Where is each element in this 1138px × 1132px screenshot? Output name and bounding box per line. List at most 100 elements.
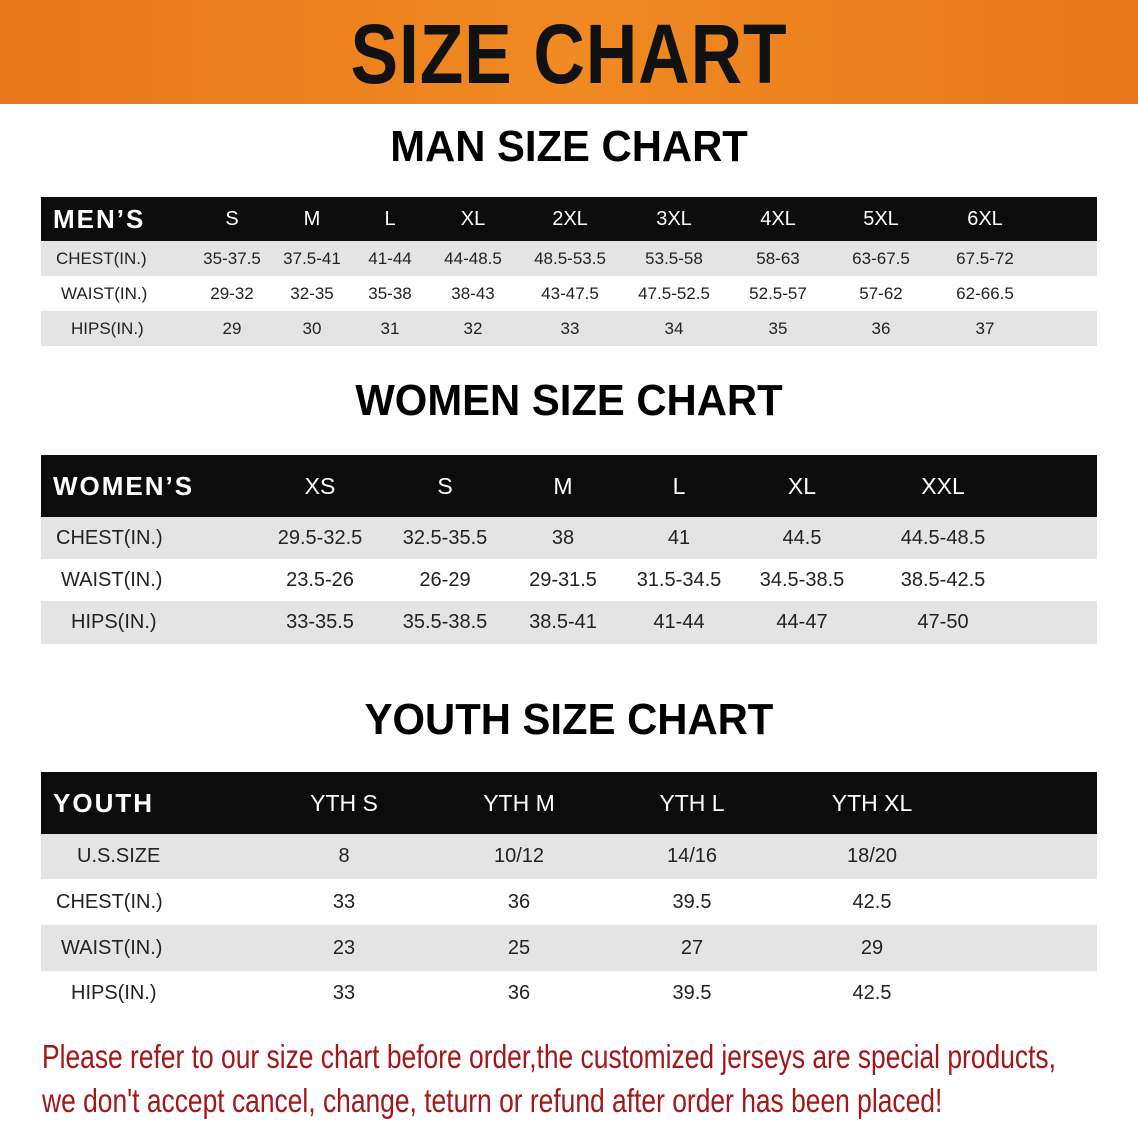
youth-section-title: YOUTH SIZE CHART [364,695,774,744]
youth-row-hipsin: HIPS(IN.) 33 36 39.5 42.5 [41,971,1097,1016]
policy-note-line-1: Please refer to our size chart before or… [42,1038,1056,1075]
table-cell: 23.5-26 [286,569,354,591]
size-column-header: 3XL [656,208,692,230]
women-size-table: WOMEN’S XS S M L XL XXL CHEST(IN.) 29.5-32.5 32.5… [41,455,1097,644]
youth-header-row: YOUTH YTH S YTH M YTH L YTH XL [41,772,1097,834]
table-cell: 32.5-35.5 [402,527,488,549]
table-cell: 29.5-32.5 [277,527,363,549]
table-cell: 44-47 [776,611,828,633]
row-label: HIPS(IN.) [71,982,157,1004]
table-cell: 44.5-48.5 [900,527,986,549]
table-cell: 44-48.5 [444,249,502,268]
men-header-row: MEN’S S M L XL 2XL 3XL 4XL 5XL 6XL [41,197,1097,241]
row-label: WAIST(IN.) [61,284,148,303]
row-label: HIPS(IN.) [71,611,157,633]
table-cell: 18/20 [846,845,898,867]
table-cell: 38 [551,527,575,549]
table-cell: 41-44 [653,611,705,633]
table-cell: 33 [332,982,356,1004]
row-label: WAIST(IN.) [61,937,163,959]
row-label: CHEST(IN.) [56,527,163,549]
row-label: HIPS(IN.) [71,319,144,338]
policy-note-line-2: we don't accept cancel, change, teturn o… [42,1082,943,1119]
table-cell: 33 [560,319,580,338]
size-column-header: XXL [921,473,965,499]
table-cell: 33 [332,891,356,913]
table-cell: 25 [507,937,531,959]
table-cell: 38-43 [451,284,495,303]
size-column-header: YTH M [483,790,555,816]
table-cell: 35 [768,319,788,338]
size-column-header: M [553,473,573,499]
table-cell: 47-50 [917,611,969,633]
size-column-header: 4XL [760,208,796,230]
row-label: U.S.SIZE [77,845,161,867]
size-column-header: 2XL [552,208,588,230]
size-column-header: YTH S [310,790,378,816]
table-cell: 36 [507,891,531,913]
women-section-title: WOMEN SIZE CHART [355,376,783,425]
table-cell: 38.5-41 [529,611,597,633]
table-cell: 31 [380,319,400,338]
youth-row-chestin: CHEST(IN.) 33 36 39.5 42.5 [41,879,1097,925]
table-cell: 44.5 [782,527,822,549]
men-row-chestin: CHEST(IN.) 35-37.5 37.5-41 41-44 44-48.5 48.5… [41,241,1097,276]
size-column-header: 6XL [967,208,1003,230]
size-column-header: S [225,208,239,230]
youth-size-table: YOUTH YTH S YTH M YTH L YTH XL U.S.SIZE 8 10/12… [41,772,1097,1016]
table-cell: 41 [667,527,691,549]
table-cell: 42.5 [852,982,892,1004]
table-cell: 29-31.5 [529,569,597,591]
table-cell: 32 [463,319,483,338]
size-column-header: M [303,208,321,230]
row-label: CHEST(IN.) [56,891,163,913]
row-label: WAIST(IN.) [61,569,163,591]
women-row-hipsin: HIPS(IN.) 33-35.5 35.5-38.5 38.5-41 41-44 44-… [41,601,1097,644]
women-row-waistin: WAIST(IN.) 23.5-26 26-29 29-31.5 31.5-34.5 34… [41,559,1097,601]
women-header-row: WOMEN’S XS S M L XL XXL [41,455,1097,517]
table-cell: 67.5-72 [956,249,1014,268]
table-cell: 14/16 [666,845,718,867]
table-cell: 34 [664,319,684,338]
table-cell: 48.5-53.5 [534,249,606,268]
table-cell: 35-38 [368,284,412,303]
size-column-header: L [672,473,686,499]
table-cell: 36 [871,319,891,338]
table-cell: 34.5-38.5 [759,569,845,591]
table-cell: 62-66.5 [956,284,1014,303]
table-cell: 27 [680,937,704,959]
table-cell: 63-67.5 [852,249,910,268]
table-cell: 52.5-57 [749,284,807,303]
youth-row-ussize: U.S.SIZE 8 10/12 14/16 18/20 [41,834,1097,879]
table-cell: 32-35 [290,284,334,303]
men-row-hipsin: HIPS(IN.) 29 30 31 32 33 34 35 36 37 [41,311,1097,346]
table-cell: 53.5-58 [645,249,703,268]
size-column-header: 5XL [863,208,899,230]
men-header-label: MEN’S [53,204,146,234]
table-cell: 29 [222,319,242,338]
table-cell: 31.5-34.5 [636,569,722,591]
table-cell: 35.5-38.5 [402,611,488,633]
size-column-header: XS [304,473,336,499]
size-column-header: XL [460,208,486,230]
size-column-header: YTH L [659,790,725,816]
table-cell: 37.5-41 [283,249,341,268]
table-cell: 10/12 [493,845,545,867]
table-cell: 30 [302,319,322,338]
youth-row-waistin: WAIST(IN.) 23 25 27 29 [41,925,1097,971]
size-column-header: YTH XL [831,790,913,816]
table-cell: 33-35.5 [286,611,354,633]
row-label: CHEST(IN.) [56,249,147,268]
table-cell: 39.5 [672,891,712,913]
table-cell: 39.5 [672,982,712,1004]
table-cell: 23 [332,937,356,959]
men-section-title: MAN SIZE CHART [390,122,748,171]
banner: SIZE CHART [0,0,1138,104]
table-cell: 29-32 [210,284,254,303]
table-cell: 41-44 [368,249,412,268]
size-column-header: S [437,473,453,499]
size-column-header: XL [787,473,817,499]
youth-header-label: YOUTH [53,788,154,818]
table-cell: 35-37.5 [203,249,261,268]
table-cell: 26-29 [419,569,471,591]
